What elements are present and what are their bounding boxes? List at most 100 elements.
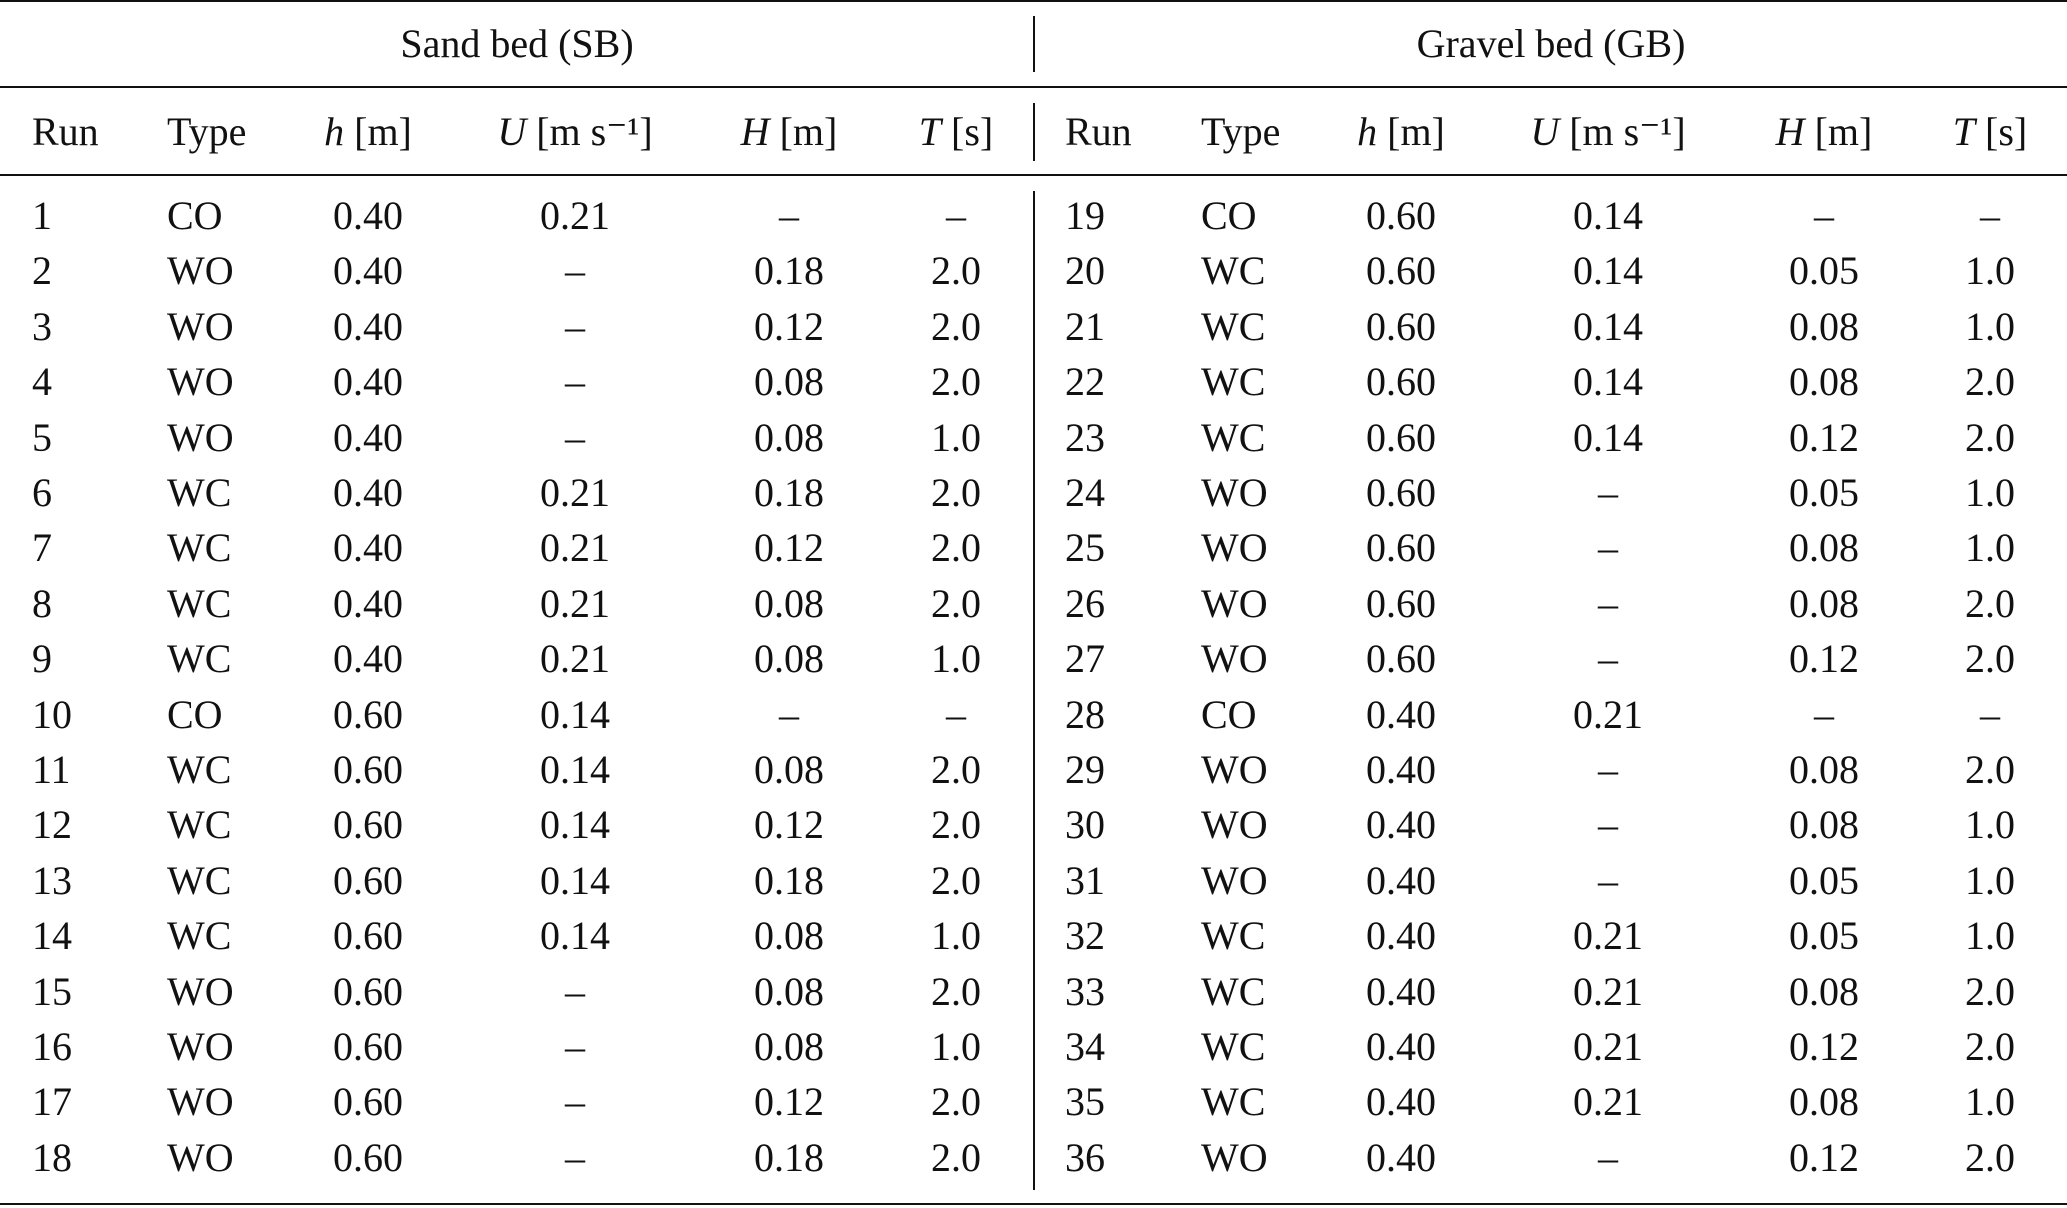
table-cell: 0.05 — [1789, 913, 1859, 959]
table-cell: 7 — [32, 525, 52, 571]
table-cell: 0.21 — [1573, 968, 1643, 1014]
table-cell: WC — [167, 470, 232, 515]
table-cell: 0.08 — [754, 580, 824, 626]
table-cell: WC — [1201, 303, 1266, 349]
table-cell: 0.21 — [540, 525, 610, 571]
table-cell: 2.0 — [931, 580, 981, 626]
table-cell: 2 — [32, 248, 52, 294]
table-cell: 0.60 — [333, 1079, 403, 1125]
table-cell: 0.60 — [333, 857, 403, 903]
table-cell: WO — [167, 968, 234, 1014]
table-cell: 23 — [1065, 414, 1105, 460]
table-cell: 0.08 — [1789, 359, 1859, 405]
table-cell: 0.40 — [1366, 691, 1436, 737]
header-unit: [m] — [1387, 109, 1445, 154]
table-cell: – — [1814, 193, 1834, 238]
table-cell: 0.40 — [333, 470, 403, 515]
table-cell: 24 — [1065, 470, 1105, 515]
table-cell: 0.14 — [540, 747, 610, 792]
header-symbol: H — [740, 109, 770, 154]
table-cell: 0.18 — [754, 248, 824, 294]
table-cell: – — [565, 414, 585, 460]
column-separator — [1033, 103, 1035, 161]
table-cell: 0.14 — [540, 857, 610, 903]
table-cell: CO — [1201, 691, 1257, 737]
table-cell: 0.08 — [754, 1024, 824, 1069]
table-cell: – — [1598, 470, 1618, 515]
table-cell: 0.21 — [1573, 1024, 1643, 1069]
table-cell: 0.08 — [1789, 968, 1859, 1014]
table-cell: 35 — [1065, 1079, 1105, 1125]
table-cell: – — [1980, 691, 2000, 737]
table-cell: 0.40 — [1366, 913, 1436, 959]
table-cell: WO — [167, 414, 234, 460]
table-cell: 0.60 — [333, 691, 403, 737]
table-cell: WC — [1201, 1024, 1266, 1069]
table-cell: 12 — [32, 802, 72, 848]
table-cell: – — [565, 1024, 585, 1069]
table-cell: – — [1598, 580, 1618, 626]
table-cell: 0.05 — [1789, 857, 1859, 903]
table-cell: 26 — [1065, 580, 1105, 626]
table-cell: 4 — [32, 359, 52, 405]
table-cell: 1.0 — [1965, 470, 2015, 515]
table-cell: 2.0 — [931, 1134, 981, 1180]
table-cell: WC — [167, 525, 232, 571]
table-cell: 0.08 — [754, 968, 824, 1014]
table-cell: 2.0 — [931, 1079, 981, 1125]
table-cell: 8 — [32, 580, 52, 626]
table-cell: 16 — [32, 1024, 72, 1069]
table-cell: WO — [167, 359, 234, 405]
group-header: Gravel bed (GB) — [1416, 21, 1686, 66]
table-cell: 30 — [1065, 802, 1105, 848]
table-cell: 1.0 — [1965, 857, 2015, 903]
table-cell: WC — [167, 747, 232, 792]
table-cell: 2.0 — [931, 359, 981, 405]
table-cell: 0.40 — [333, 636, 403, 682]
table-cell: – — [946, 193, 966, 238]
table-cell: 2.0 — [931, 747, 981, 792]
table-cell: 0.40 — [333, 193, 403, 238]
table-cell: 0.60 — [333, 968, 403, 1014]
header-symbol: h — [324, 109, 345, 154]
table-cell: 2.0 — [1965, 359, 2015, 405]
table-cell: 0.08 — [1789, 580, 1859, 626]
table-cell: 0.40 — [1366, 1079, 1436, 1125]
table-cell: 20 — [1065, 248, 1105, 294]
table-cell: 1.0 — [931, 1024, 981, 1069]
table-cell: 5 — [32, 414, 52, 460]
table-cell: 0.60 — [1366, 470, 1436, 515]
table-cell: 25 — [1065, 525, 1105, 571]
table-cell: 0.60 — [333, 913, 403, 959]
header-symbol: T — [1952, 109, 1976, 154]
table-cell: – — [1598, 747, 1618, 792]
table-cell: 19 — [1065, 193, 1105, 238]
table-cell: 0.60 — [1366, 525, 1436, 571]
table-cell: 0.40 — [333, 414, 403, 460]
top-rule — [0, 0, 2067, 2]
table-cell: 0.05 — [1789, 470, 1859, 515]
table-cell: 36 — [1065, 1134, 1105, 1180]
table-cell: WO — [1201, 857, 1268, 903]
table-cell: 0.40 — [1366, 1024, 1436, 1069]
table-cell: – — [779, 691, 799, 737]
column-header: T [s] — [919, 112, 993, 152]
table-cell: 0.21 — [540, 636, 610, 682]
table-cell: 0.40 — [1366, 857, 1436, 903]
column-header: H [m] — [741, 112, 838, 152]
table-cell: – — [565, 968, 585, 1014]
table-cell: – — [1980, 193, 2000, 238]
table-cell: WO — [1201, 747, 1268, 792]
table-cell: 6 — [32, 470, 52, 515]
table-cell: 0.40 — [333, 359, 403, 405]
table-cell: WO — [167, 1024, 234, 1069]
table-cell: WO — [1201, 525, 1268, 571]
table-cell: 0.40 — [1366, 802, 1436, 848]
table-cell: 0.60 — [1366, 359, 1436, 405]
table-cell: 18 — [32, 1134, 72, 1180]
table-cell: 0.05 — [1789, 248, 1859, 294]
table-cell: 2.0 — [931, 470, 981, 515]
table-cell: 22 — [1065, 359, 1105, 405]
table-cell: WC — [1201, 968, 1266, 1014]
table-cell: 1.0 — [1965, 1079, 2015, 1125]
